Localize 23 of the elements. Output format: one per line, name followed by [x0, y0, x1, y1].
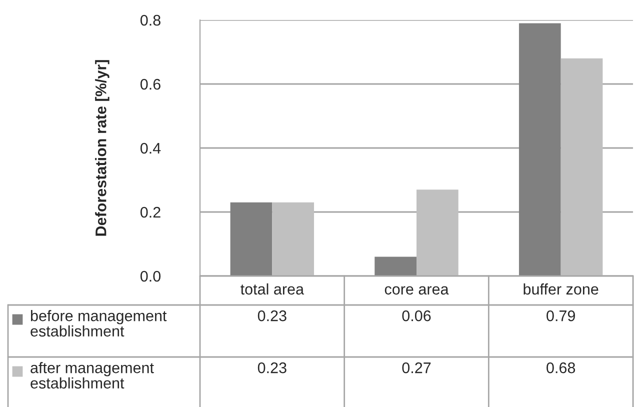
- y-tick-label: 0.6: [140, 78, 160, 90]
- bar: [272, 202, 314, 276]
- x-tick-label: total area: [240, 283, 304, 295]
- data-label: 0.68: [546, 362, 576, 374]
- data-label: 0.27: [402, 362, 431, 374]
- y-tick-label: 0.4: [140, 142, 161, 154]
- y-axis-title: Deforestation rate [%/yr]: [95, 60, 110, 236]
- bar: [560, 58, 603, 276]
- y-tick-label: 0.0: [140, 270, 161, 282]
- bar: [230, 202, 272, 276]
- x-tick-label: core area: [384, 286, 449, 295]
- legend-label: before management establishment: [30, 310, 167, 337]
- x-tick-label: buffer zone: [524, 283, 598, 295]
- bar: [416, 190, 458, 276]
- data-label: 0.23: [258, 362, 286, 374]
- data-label: 0.79: [546, 310, 575, 322]
- bar: [518, 23, 561, 276]
- data-label: 0.06: [402, 310, 431, 322]
- data-label: 0.23: [258, 310, 286, 322]
- y-tick-label: 0.8: [140, 14, 160, 26]
- y-tick-label: 0.2: [140, 206, 160, 218]
- legend-label: after management establishment: [30, 362, 154, 389]
- bar: [374, 256, 416, 276]
